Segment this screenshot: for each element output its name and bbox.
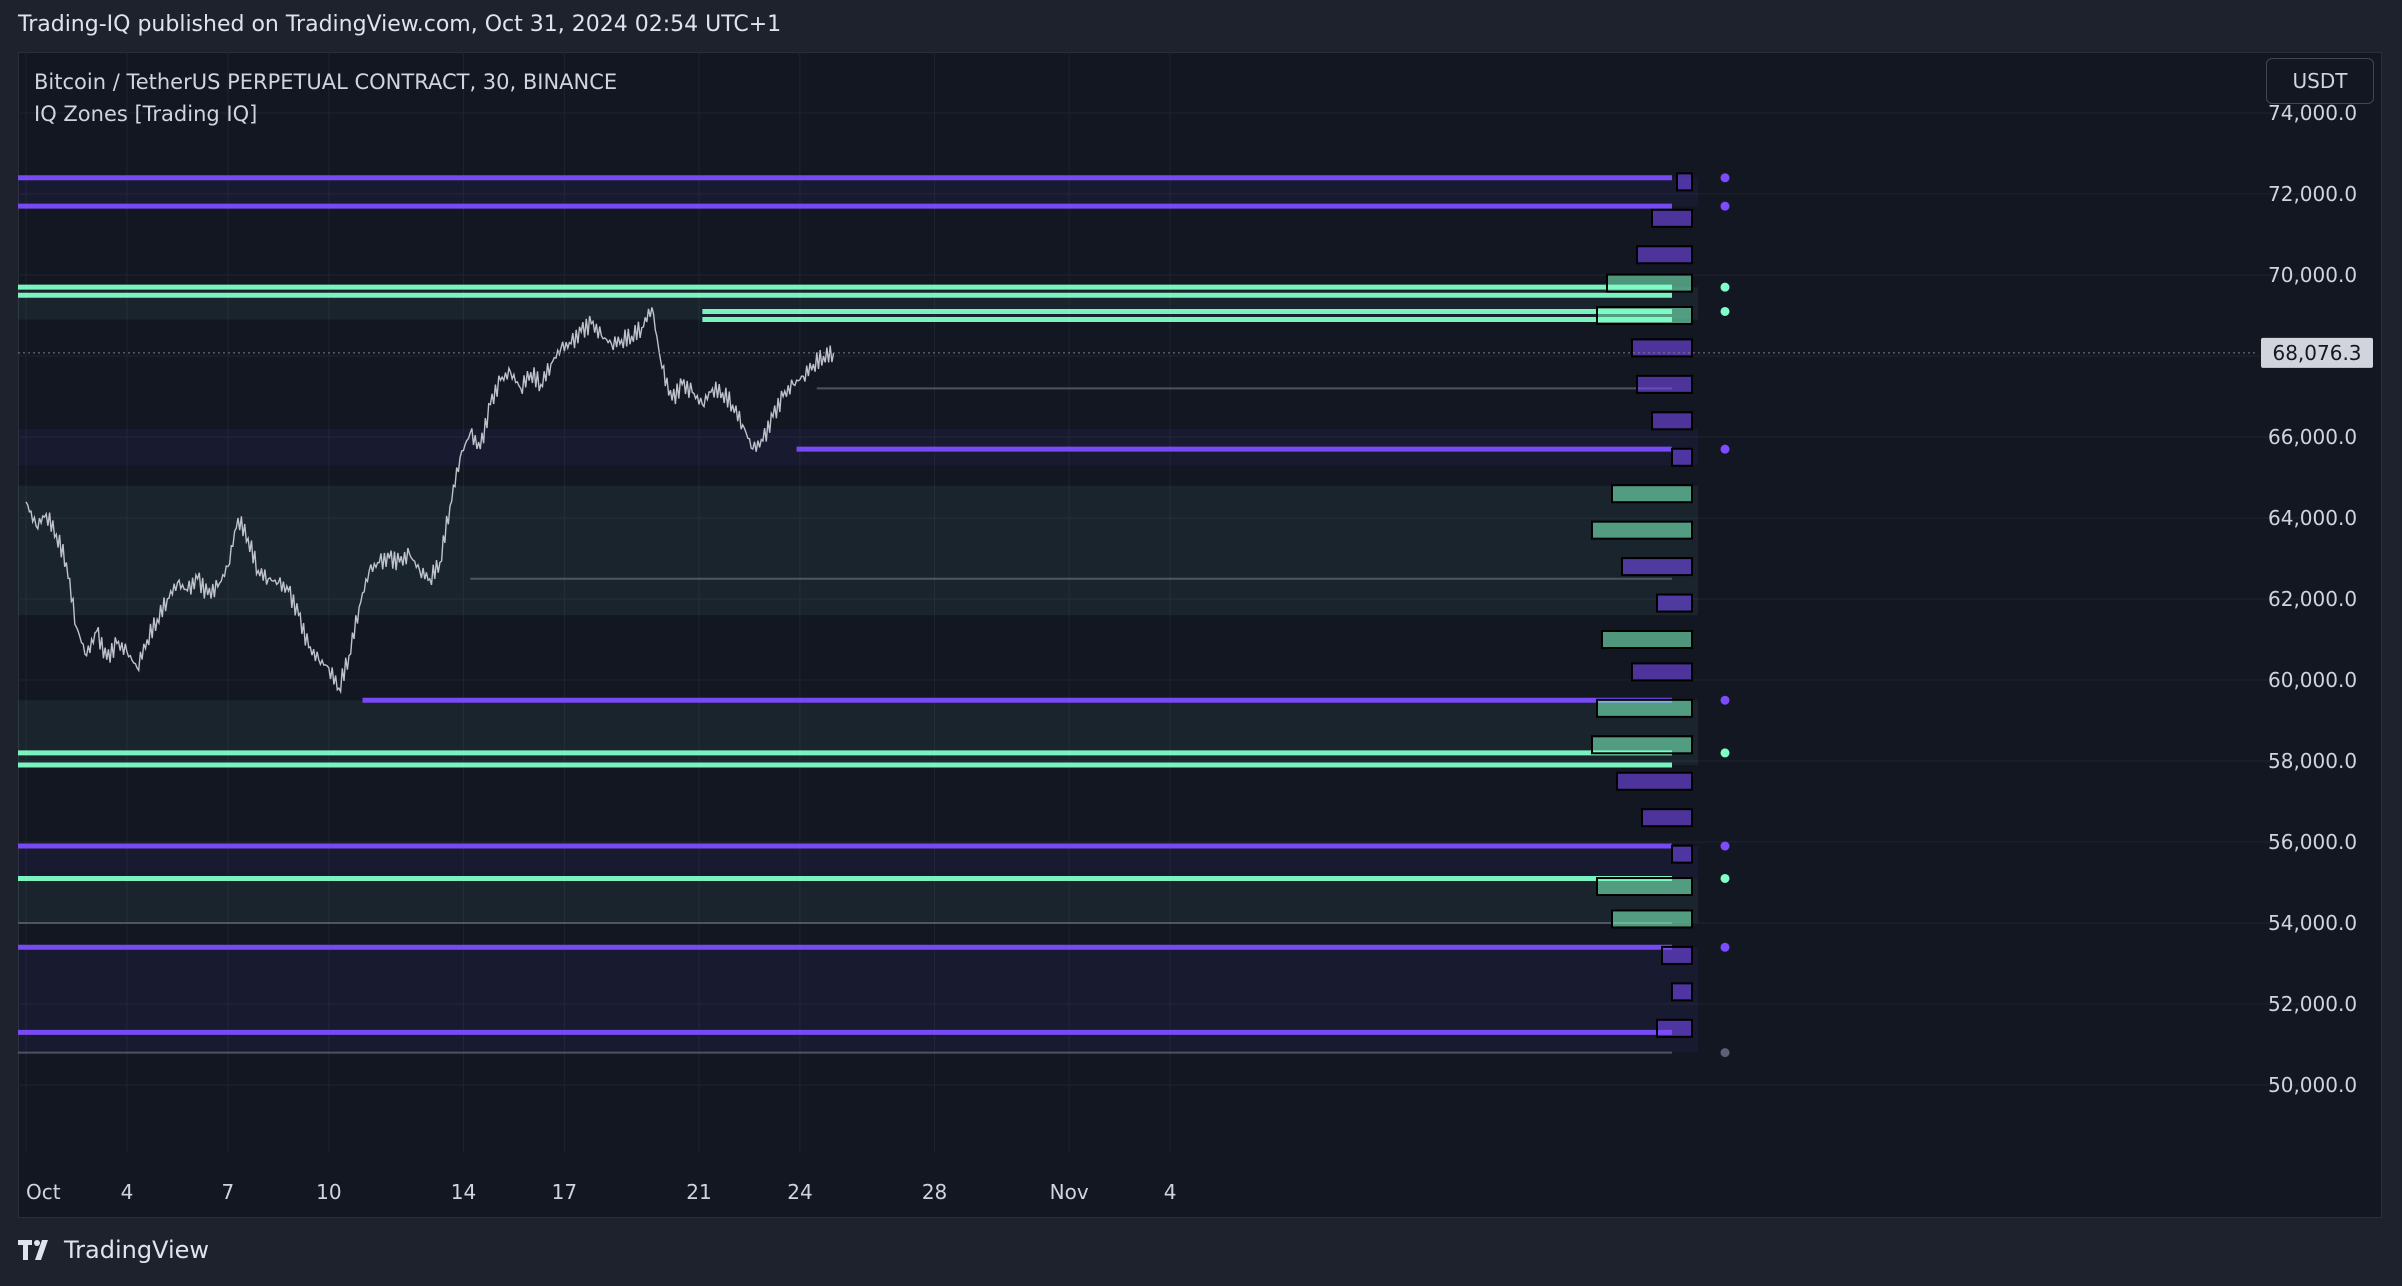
zone-band (18, 947, 1698, 1053)
price-line (25, 307, 835, 695)
profile-bar (1676, 172, 1693, 192)
y-tick-label: 74,000.0 (2268, 101, 2357, 125)
y-tick-label: 52,000.0 (2268, 992, 2357, 1016)
zone-lines (18, 175, 1672, 1054)
profile-bar (1591, 735, 1693, 755)
zone-dot (1720, 942, 1730, 952)
indicator-title[interactable]: IQ Zones [Trading IQ] (34, 102, 258, 126)
x-tick-label: 17 (552, 1180, 577, 1204)
current-price-label: 68,076.3 (2272, 341, 2361, 365)
symbol-title[interactable]: Bitcoin / TetherUS PERPETUAL CONTRACT, 3… (34, 70, 618, 94)
zone-bands (18, 177, 1698, 1053)
profile-bar (1596, 698, 1693, 718)
y-tick-label: 62,000.0 (2268, 587, 2357, 611)
y-tick-label: 72,000.0 (2268, 182, 2357, 206)
x-tick-label: Nov (1050, 1180, 1089, 1204)
zone-dot (1720, 306, 1730, 316)
zone-dots (1720, 173, 1730, 1058)
price-series (18, 307, 2258, 695)
zone-dot (1720, 282, 1730, 292)
y-tick-label: 56,000.0 (2268, 830, 2357, 854)
profile-bar (1616, 771, 1693, 791)
zone-dot (1720, 201, 1730, 211)
y-tick-label: 66,000.0 (2268, 425, 2357, 449)
zone-dot (1720, 748, 1730, 758)
y-tick-label: 50,000.0 (2268, 1073, 2357, 1097)
profile-bar (1636, 245, 1693, 265)
tradingview-logo-icon (18, 1240, 54, 1260)
zone-dot (1720, 695, 1730, 705)
x-tick-label: 10 (316, 1180, 341, 1204)
profile-bar (1651, 208, 1693, 228)
current-price-label-bg (2261, 337, 2373, 368)
y-tick-label: 70,000.0 (2268, 263, 2357, 287)
x-tick-label: 14 (451, 1180, 476, 1204)
profile-bar (1631, 662, 1693, 682)
x-tick-label: 4 (121, 1180, 134, 1204)
volume-profile (1591, 172, 1693, 1038)
profile-bar (1621, 557, 1693, 577)
profile-bar (1596, 877, 1693, 897)
currency-button[interactable]: USDT (2266, 58, 2374, 104)
publisher-header: Trading-IQ published on TradingView.com,… (18, 12, 782, 37)
chart-legend: Bitcoin / TetherUS PERPETUAL CONTRACT, 3… (34, 66, 617, 130)
profile-bar (1596, 306, 1693, 325)
profile-bar (1651, 411, 1693, 431)
zone-dot (1720, 873, 1730, 883)
price-chart[interactable]: 50,000.0 52,000.0 54,000.0 56,000.0 58,000.0… (18, 52, 2382, 1218)
zone-band (18, 485, 1698, 616)
profile-bar (1671, 982, 1693, 1002)
zone-dot (1720, 444, 1730, 454)
profile-bar (1606, 273, 1693, 293)
profile-bar (1591, 520, 1693, 540)
profile-bar (1601, 630, 1693, 649)
x-tick-label: 28 (922, 1180, 947, 1204)
zone-band (18, 287, 1698, 320)
profile-bar (1656, 1018, 1693, 1038)
profile-bar (1661, 945, 1693, 965)
profile-bar (1636, 374, 1693, 394)
zone-dot (1720, 173, 1730, 183)
chart-pane[interactable] (18, 52, 2382, 1218)
zone-band (18, 846, 1698, 879)
zone-dot (1720, 841, 1730, 851)
grid-lines (18, 52, 2308, 1152)
x-tick-label: 24 (787, 1180, 812, 1204)
footer-branding: TradingView (18, 1236, 209, 1264)
x-tick-label: 4 (1164, 1180, 1177, 1204)
x-tick-label: 21 (686, 1180, 711, 1204)
footer-brand-text: TradingView (64, 1236, 210, 1264)
zone-band (18, 878, 1698, 923)
zone-band (18, 177, 1698, 207)
y-tick-label: 54,000.0 (2268, 911, 2357, 935)
y-tick-label: 64,000.0 (2268, 506, 2357, 530)
x-tick-label: Oct (26, 1180, 61, 1204)
profile-bar (1611, 484, 1693, 504)
profile-bar (1671, 844, 1693, 864)
y-tick-label: 58,000.0 (2268, 749, 2357, 773)
profile-bar (1656, 593, 1693, 613)
profile-bar (1631, 338, 1693, 358)
zone-dot (1720, 1048, 1730, 1058)
profile-bar (1611, 909, 1693, 929)
x-tick-label: 7 (222, 1180, 235, 1204)
axes: 50,000.0 52,000.0 54,000.0 56,000.0 58,000.0… (26, 101, 2373, 1204)
profile-bar (1671, 447, 1693, 467)
profile-bar (1641, 808, 1693, 828)
y-tick-label: 60,000.0 (2268, 668, 2357, 692)
